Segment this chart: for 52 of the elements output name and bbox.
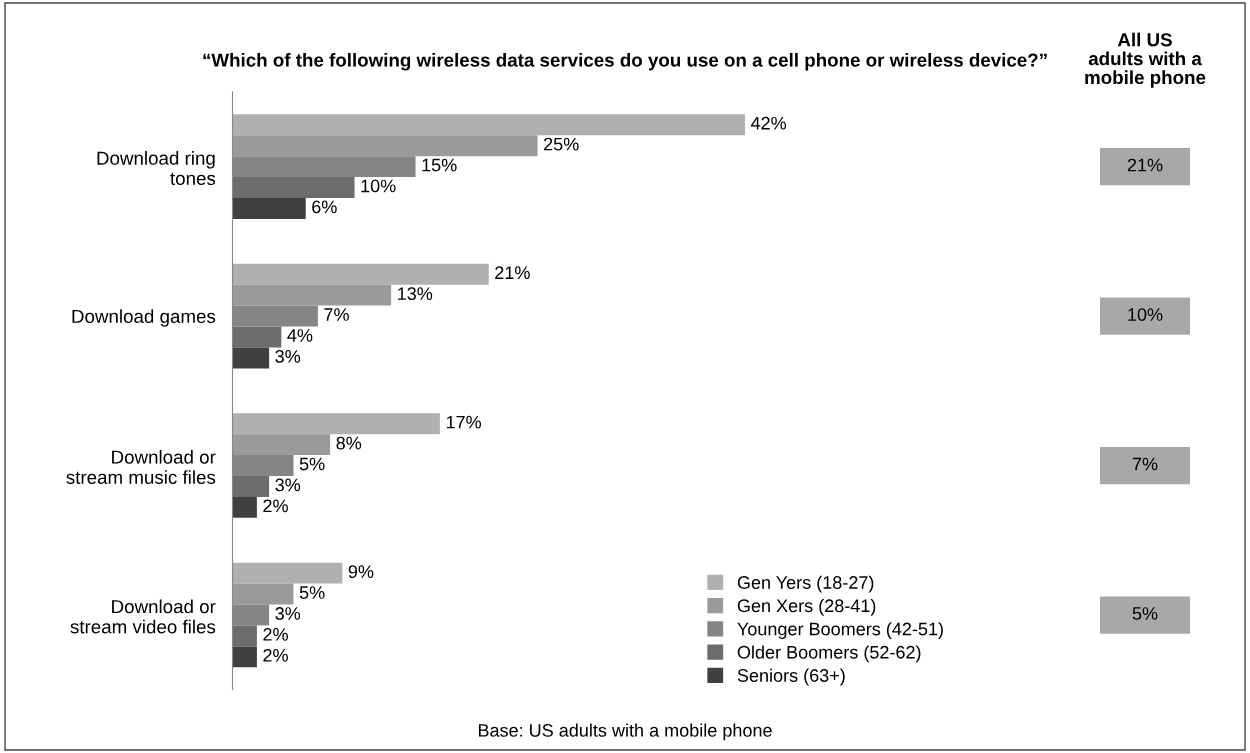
- y-tick-label: Download or stream music files: [66, 450, 216, 484]
- bar: [232, 625, 257, 647]
- text: Base: US adults with a mobile phone: [478, 723, 772, 741]
- text: All US adults with a mobile phone: [1085, 32, 1206, 88]
- text: 5%: [1132, 607, 1158, 620]
- data-label: 6%: [312, 200, 337, 214]
- data-label: 2%: [263, 648, 288, 662]
- data-label: 3%: [275, 607, 301, 620]
- data-label: 3%: [275, 349, 301, 363]
- y-tick-label: Download games: [72, 309, 216, 327]
- bar: [232, 496, 257, 518]
- data-label: 4%: [287, 329, 313, 342]
- bar: [232, 562, 343, 584]
- data-label: 42%: [750, 116, 787, 130]
- legend-label: Older Boomers (52-62): [737, 645, 921, 663]
- data-label: 8%: [336, 436, 362, 450]
- data-label: 5%: [299, 586, 325, 599]
- data-label: 3%: [275, 478, 301, 492]
- bar: [232, 263, 489, 285]
- legend-label: Younger Boomers (42-51): [737, 622, 943, 639]
- data-label: 7%: [324, 308, 349, 321]
- bar: [232, 135, 538, 157]
- bar: [232, 177, 355, 198]
- data-label: 15%: [422, 158, 457, 172]
- bar: [232, 434, 331, 456]
- legend-label: Gen Yers (18-27): [737, 575, 874, 593]
- data-label: 25%: [544, 137, 579, 151]
- text: 7%: [1132, 457, 1158, 471]
- data-label: 2%: [263, 628, 288, 641]
- bar: [232, 413, 440, 435]
- chart-title: “Which of the following wireless data services do you use on a cell phone or wireless device?”: [203, 52, 1047, 71]
- bar: [232, 326, 282, 348]
- legend-label: Seniors (63+): [737, 668, 845, 686]
- text: 10%: [1128, 308, 1163, 321]
- bar: [232, 114, 745, 136]
- bar: [232, 646, 257, 668]
- y-tick-label: Download or stream video files: [70, 599, 216, 634]
- bar: [232, 476, 270, 497]
- data-label: 13%: [398, 287, 433, 300]
- data-label: 10%: [361, 179, 396, 193]
- bar: [232, 347, 270, 369]
- data-label: 9%: [348, 565, 374, 579]
- text: 21%: [1127, 158, 1163, 172]
- data-label: 17%: [446, 415, 481, 429]
- data-label: 21%: [495, 266, 530, 279]
- bar: [232, 583, 294, 605]
- data-label: 5%: [299, 457, 325, 471]
- y-tick-label: Download ring tones: [97, 151, 216, 186]
- legend-label: Gen Xers (28-41): [737, 598, 876, 616]
- data-label: 2%: [263, 499, 288, 513]
- bar: [232, 197, 306, 219]
- bar: [232, 284, 392, 306]
